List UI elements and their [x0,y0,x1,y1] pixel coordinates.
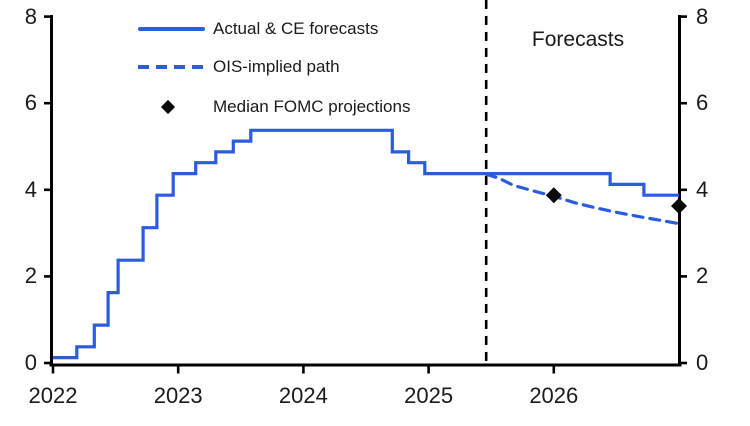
y-axis-right-tick-label: 6 [696,90,709,116]
diamond-marker-icon [138,96,205,118]
forecast-region-label: Forecasts [531,28,625,51]
y-axis-right-tick-label: 2 [696,263,709,289]
legend-item-median-fomc-projections: Median FOMC projections [138,96,410,118]
legend-item-actual-ce-forecasts: Actual & CE forecasts [138,18,378,40]
solid-line-swatch-icon [138,18,205,40]
legend-item-ois-implied-path: OIS-implied path [138,56,340,78]
series-ois-implied-path-line [484,172,681,226]
fomc-median-projection-diamond [671,198,687,215]
x-axis-tick-label: 2022 [28,383,78,408]
fomc-median-projection-diamond [545,187,562,204]
y-axis-left-tick-label: 4 [24,176,37,202]
dashed-line-swatch-icon [138,56,205,78]
x-axis-tick-label: 2026 [529,383,579,408]
x-axis-tick-label: 2023 [153,383,203,408]
y-axis-left-tick-label: 0 [24,350,37,375]
legend-label: OIS-implied path [213,57,340,76]
y-axis-left-tick-label: 2 [24,263,37,289]
x-axis-tick-label: 2025 [404,383,454,408]
series-actual-ce-forecasts-line [53,128,679,360]
y-axis-right-tick-label: 4 [696,176,709,202]
legend-label: Median FOMC projections [213,97,411,116]
legend-label: Actual & CE forecasts [213,19,379,38]
y-axis-right-tick-label: 8 [696,3,709,29]
x-axis-tick-label: 2024 [278,383,328,408]
y-axis-right-tick-label: 0 [696,350,709,375]
y-axis-left-tick-label: 8 [24,3,37,29]
y-axis-left-tick-label: 6 [24,90,37,116]
